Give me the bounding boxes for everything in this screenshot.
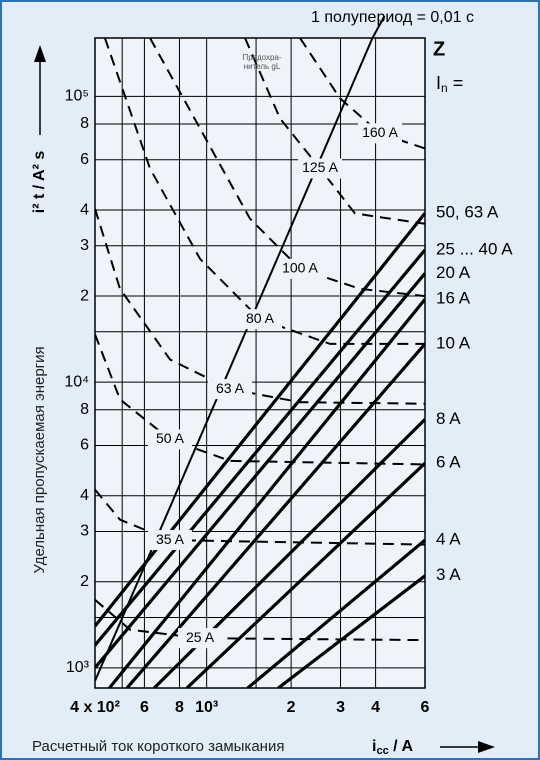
x-tick-label: 4 x 10²	[70, 699, 120, 716]
y-axis-label: Удельная пропускаемая энергия	[31, 346, 48, 573]
x-tick-label: 2	[287, 699, 296, 716]
y-tick-label: 6	[80, 151, 89, 168]
fuse-label: 125 A	[302, 159, 338, 175]
x-tick-label: 8	[175, 699, 184, 716]
x-unit-unit: / A	[389, 738, 414, 755]
breaker-curve	[95, 272, 425, 669]
fuse-curve	[103, 38, 425, 345]
y-tick-label: 10⁵	[65, 88, 89, 105]
label-background	[207, 379, 252, 400]
fuse-curve	[95, 208, 425, 405]
y-tick-label: 4	[80, 201, 89, 218]
breaker-label: 6 A	[436, 453, 461, 472]
y-tick-label: 2	[80, 573, 89, 590]
fuse-curve	[149, 38, 425, 298]
breaker-label: 20 A	[436, 263, 471, 282]
legend-title: Z	[433, 38, 445, 60]
legend-subtitle-symbol: I	[436, 73, 441, 93]
reference-line	[95, 38, 374, 682]
breaker-label: 25 ... 40 A	[436, 239, 513, 258]
breaker-curve	[185, 462, 425, 688]
y-tick-label: 2	[80, 287, 89, 304]
x-unit-symbol: i	[372, 738, 376, 755]
legend-subtitle-unit: =	[448, 73, 464, 93]
y-tick-label: 8	[80, 401, 89, 418]
x-axis-label: Расчетный ток короткого замыкания	[32, 738, 284, 755]
labels: 4 x 10² 6 8 10³ 2 3 4 6 10³ 2 3 4 6 8 10⁴ 2 3 4 6 8 10⁵ 1 пол…	[64, 9, 513, 716]
breaker-curve	[108, 298, 425, 688]
legend-subtitle: In =	[436, 73, 463, 95]
breaker-curve	[277, 574, 425, 688]
fuse-curve	[299, 38, 425, 150]
breaker-label: 16 A	[436, 289, 471, 308]
reference-line-label: 1 полупериод = 0,01 с	[311, 9, 474, 26]
breaker-curve	[95, 212, 425, 628]
label-background	[358, 123, 403, 144]
x-axis-unit: icc / A	[372, 738, 413, 757]
breaker-curve	[246, 538, 425, 688]
fuse-label: 35 A	[156, 531, 185, 547]
fuse-label: 100 A	[282, 260, 318, 276]
y-tick-label: 3	[80, 523, 89, 540]
breaker-label: 4 A	[436, 530, 461, 549]
fuse-label: 160 A	[362, 124, 398, 140]
breaker-curve	[95, 248, 425, 647]
y-tick-label: 6	[80, 437, 89, 454]
label-background	[147, 530, 192, 551]
fuse-label: 80 A	[246, 310, 275, 326]
annotation: Предохра-	[242, 53, 281, 62]
y-tick-label: 3	[80, 237, 89, 254]
y-axis-unit: i² t / A² s	[31, 151, 48, 214]
fuse-label: 50 A	[156, 430, 185, 446]
fuse-label: 63 A	[216, 380, 245, 396]
legend-subtitle-subscript: n	[441, 81, 448, 95]
breaker-label: 50, 63 A	[436, 203, 499, 222]
x-tick-label: 4	[371, 699, 380, 716]
x-tick-label: 10³	[195, 699, 218, 716]
x-arrow-head	[478, 741, 495, 753]
y-tick-label: 8	[80, 115, 89, 132]
x-unit-subscript: cc	[376, 745, 388, 757]
x-tick-label: 3	[336, 699, 345, 716]
label-background	[147, 429, 192, 450]
breaker-label: 3 A	[436, 565, 461, 584]
label-background	[277, 258, 322, 279]
curves	[95, 38, 425, 688]
label-background	[237, 309, 282, 330]
y-tick-label: 10⁴	[64, 373, 89, 390]
fuse-curve	[95, 489, 425, 546]
fuse-label: 25 A	[186, 629, 215, 645]
reference-line-extension	[371, 15, 386, 39]
y-tick-label: 10³	[66, 659, 90, 676]
breaker-label: 10 A	[436, 333, 471, 352]
label-background	[178, 628, 223, 649]
y-arrow-head	[34, 45, 46, 62]
breaker-label: 8 A	[436, 409, 461, 428]
y-tick-label: 4	[80, 487, 89, 504]
annotation: нитель gL	[244, 62, 281, 71]
fuse-curve	[95, 599, 425, 642]
label-background	[298, 158, 343, 179]
x-tick-label: 6	[140, 699, 149, 716]
breaker-curve	[125, 342, 425, 688]
x-tick-label: 6	[421, 699, 430, 716]
